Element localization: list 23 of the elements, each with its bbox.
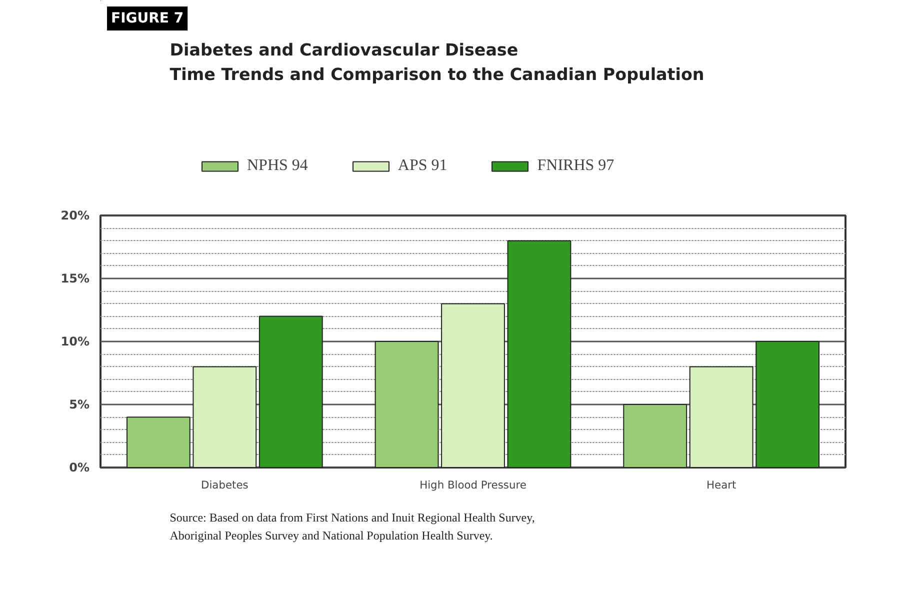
- legend-label: APS 91: [398, 157, 448, 175]
- y-tick-label: 10%: [60, 334, 90, 348]
- bar: [258, 316, 323, 468]
- chart-title: Diabetes and Cardiovascular Disease Time Trends and Comparison to the Canadian Population: [170, 40, 704, 84]
- caption: FIGURE 7: [111, 10, 184, 26]
- bar: [441, 303, 505, 468]
- y-tick-label: 15%: [60, 272, 90, 286]
- bar: [374, 341, 439, 468]
- y-tick-label: 20%: [60, 208, 90, 222]
- bar: [689, 366, 754, 468]
- y-tick-label: 0%: [69, 460, 90, 474]
- x-tick-label: Diabetes: [201, 478, 249, 492]
- x-tick-label: High Blood Pressure: [420, 478, 526, 492]
- legend-label: FNIRHS 97: [537, 157, 614, 175]
- y-tick-label: 5%: [69, 398, 90, 412]
- x-tick-label: Heart: [706, 478, 736, 492]
- bar: [192, 366, 257, 468]
- bar: [756, 341, 820, 468]
- legend-label: NPHS 94: [247, 157, 308, 175]
- source-note: Source: Based on data from First Nations and Inuit Regional Health Survey, Aboriginal Peoples Survey and National Population Health Survey.: [170, 510, 535, 543]
- bar: [507, 240, 572, 468]
- bar: [126, 416, 190, 468]
- bar: [623, 404, 688, 468]
